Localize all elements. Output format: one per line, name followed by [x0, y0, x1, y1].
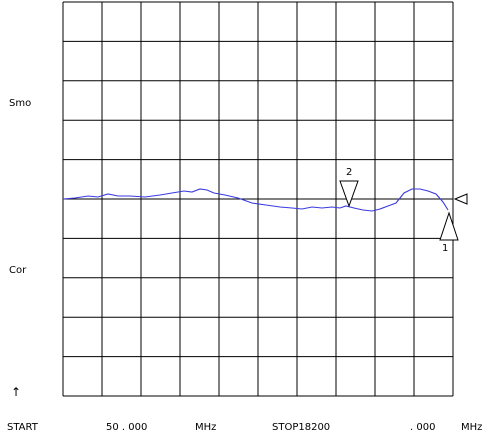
stop-frequency-value: . 000	[410, 422, 436, 433]
reference-level-pointer-icon	[453, 193, 468, 205]
stop-label: STOP18200	[272, 422, 331, 433]
marker-1-triangle-icon[interactable]	[439, 211, 459, 241]
start-frequency-value: 50 . 000	[106, 422, 148, 433]
marker-2-triangle-icon[interactable]	[339, 180, 359, 208]
marker-2-label: 2	[346, 167, 353, 178]
start-frequency-unit: MHz	[195, 422, 217, 433]
scroll-up-arrow-icon: ↑	[11, 385, 22, 399]
measurement-trace	[62, 188, 449, 212]
lower-side-label: Cor	[9, 265, 27, 276]
stop-frequency-unit: MHz	[461, 422, 483, 433]
start-label: START	[7, 422, 38, 433]
upper-side-label: Smo	[9, 98, 32, 109]
marker-1-label: 1	[442, 243, 449, 254]
graticule-grid	[62, 1, 454, 397]
